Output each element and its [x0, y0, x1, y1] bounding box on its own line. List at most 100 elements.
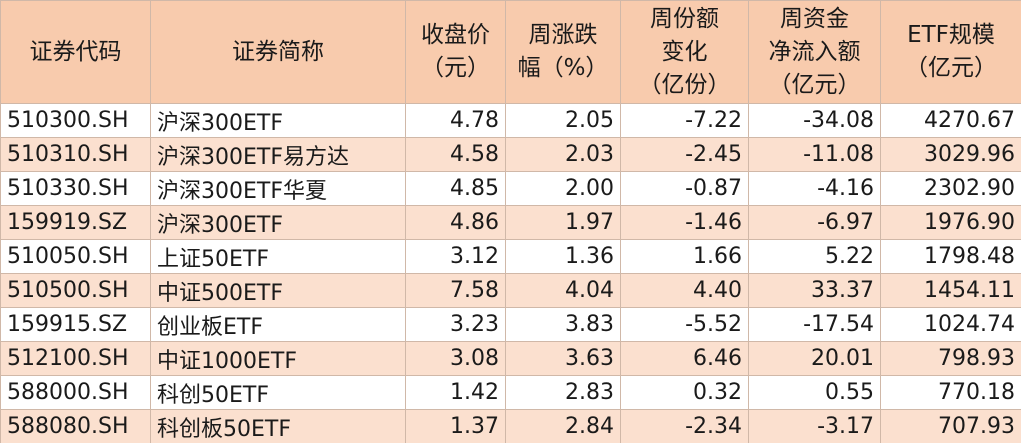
cell: 798.93 — [880, 341, 1021, 376]
header-line: （亿元） — [905, 55, 997, 81]
cell: 1798.48 — [880, 239, 1021, 274]
cell: 4.58 — [405, 137, 506, 172]
cell: 沪深300ETF — [150, 205, 406, 240]
cell: 科创50ETF — [150, 375, 406, 410]
cell: -17.54 — [748, 307, 881, 342]
header-line: 证券代码 — [29, 38, 122, 65]
header-line: ETF规模 — [907, 22, 995, 48]
cell: 科创板50ETF — [150, 409, 406, 443]
cell: 4.85 — [405, 171, 506, 206]
cell: -11.08 — [748, 137, 881, 172]
header-line: （元） — [421, 55, 490, 81]
cell: 2302.90 — [880, 171, 1021, 206]
cell: 1.36 — [505, 239, 621, 274]
cell: 上证50ETF — [150, 239, 406, 274]
cell: 707.93 — [880, 409, 1021, 443]
cell: -4.16 — [748, 171, 881, 206]
header-row: 证券代码 证券简称 收盘价 （元） 周涨跌幅（%） 周份额变化 （亿份） 周资金净流入额 （亿元… — [0, 0, 1021, 104]
cell: 510330.SH — [0, 171, 151, 206]
cell: 0.32 — [620, 375, 749, 410]
cell: 588000.SH — [0, 375, 151, 410]
cell: 4.78 — [405, 103, 506, 138]
data-row: 510310.SH 沪深300ETF易方达 4.58 2.03 -2.45 -11.08 3… — [0, 137, 1021, 172]
cell: -2.34 — [620, 409, 749, 443]
cell: 3029.96 — [880, 137, 1021, 172]
cell: 3.12 — [405, 239, 506, 274]
cell: 2.84 — [505, 409, 621, 443]
data-row: 512100.SH 中证1000ETF 3.08 3.63 6.46 20.01 798.9… — [0, 341, 1021, 376]
cell: 沪深300ETF华夏 — [150, 171, 406, 206]
header-line: 周涨跌 — [528, 22, 598, 48]
data-row: 588000.SH 科创50ETF 1.42 2.83 0.32 0.55 770.18 — [0, 375, 1021, 410]
cell: 3.63 — [505, 341, 621, 376]
cell: -34.08 — [748, 103, 881, 138]
cell: -3.17 — [748, 409, 881, 443]
data-row: 510330.SH 沪深300ETF华夏 4.85 2.00 -0.87 -4.16 230… — [0, 171, 1021, 206]
cell: 2.05 — [505, 103, 621, 138]
cell: 1024.74 — [880, 307, 1021, 342]
header-cell: 证券代码 — [0, 0, 151, 104]
header-line: 净流入额 — [768, 38, 861, 65]
cell: 4.40 — [620, 273, 749, 308]
data-row: 510300.SH 沪深300ETF 4.78 2.05 -7.22 -34.08 4270… — [0, 103, 1021, 138]
cell: 159915.SZ — [0, 307, 151, 342]
cell: -2.45 — [620, 137, 749, 172]
cell: 0.55 — [748, 375, 881, 410]
header-cell: ETF规模 （亿元） — [880, 0, 1021, 104]
cell: 4270.67 — [880, 103, 1021, 138]
cell: 510310.SH — [0, 137, 151, 172]
header-cell: 周份额变化 （亿份） — [620, 0, 749, 104]
cell: 20.01 — [748, 341, 881, 376]
cell: 3.08 — [405, 341, 506, 376]
header-line: （亿份） — [638, 71, 731, 98]
cell: -1.46 — [620, 205, 749, 240]
cell: -0.87 — [620, 171, 749, 206]
cell: 510300.SH — [0, 103, 151, 138]
cell: 创业板ETF — [150, 307, 406, 342]
cell: 1976.90 — [880, 205, 1021, 240]
cell: -5.52 — [620, 307, 749, 342]
cell: 1.97 — [505, 205, 621, 240]
header-cell: 周涨跌幅（%） — [505, 0, 621, 104]
cell: 159919.SZ — [0, 205, 151, 240]
cell: 33.37 — [748, 273, 881, 308]
data-row: 588080.SH 科创板50ETF 1.37 2.84 -2.34 -3.17 707.9… — [0, 409, 1021, 443]
cell: 510050.SH — [0, 239, 151, 274]
cell: 中证1000ETF — [150, 341, 406, 376]
header-line: 周份额 — [650, 5, 719, 32]
cell: 588080.SH — [0, 409, 151, 443]
header-cell: 周资金 净流入额 （亿元） — [748, 0, 881, 104]
header-line: 周资金 — [780, 5, 849, 32]
data-row: 159919.SZ 沪深300ETF 4.86 1.97 -1.46 -6.97 1976.… — [0, 205, 1021, 240]
cell: 2.00 — [505, 171, 621, 206]
cell: 1.66 — [620, 239, 749, 274]
cell: 3.23 — [405, 307, 506, 342]
cell: 1.42 — [405, 375, 506, 410]
cell: 2.83 — [505, 375, 621, 410]
cell: 沪深300ETF — [150, 103, 406, 138]
cell: 5.22 — [748, 239, 881, 274]
header-line: 幅（%） — [517, 55, 609, 81]
data-row: 510050.SH 上证50ETF 3.12 1.36 1.66 5.22 1798.48 — [0, 239, 1021, 274]
cell: 2.03 — [505, 137, 621, 172]
cell: 4.86 — [405, 205, 506, 240]
cell: -6.97 — [748, 205, 881, 240]
cell: 7.58 — [405, 273, 506, 308]
header-line: 收盘价 — [421, 22, 490, 48]
cell: 3.83 — [505, 307, 621, 342]
header-line: 证券简称 — [232, 38, 324, 65]
header-cell: 收盘价 （元） — [405, 0, 506, 104]
header-line: 变化 — [661, 38, 708, 65]
table-body: 510300.SH 沪深300ETF 4.78 2.05 -7.22 -34.08 4270… — [0, 103, 1021, 443]
data-row: 510500.SH 中证500ETF 7.58 4.04 4.40 33.37 1454.1… — [0, 273, 1021, 308]
cell: 510500.SH — [0, 273, 151, 308]
cell: 6.46 — [620, 341, 749, 376]
cell: -7.22 — [620, 103, 749, 138]
data-row: 159915.SZ 创业板ETF 3.23 3.83 -5.52 -17.54 1024.7… — [0, 307, 1021, 342]
cell: 4.04 — [505, 273, 621, 308]
header-cell: 证券简称 — [150, 0, 406, 104]
cell: 沪深300ETF易方达 — [150, 137, 406, 172]
cell: 770.18 — [880, 375, 1021, 410]
